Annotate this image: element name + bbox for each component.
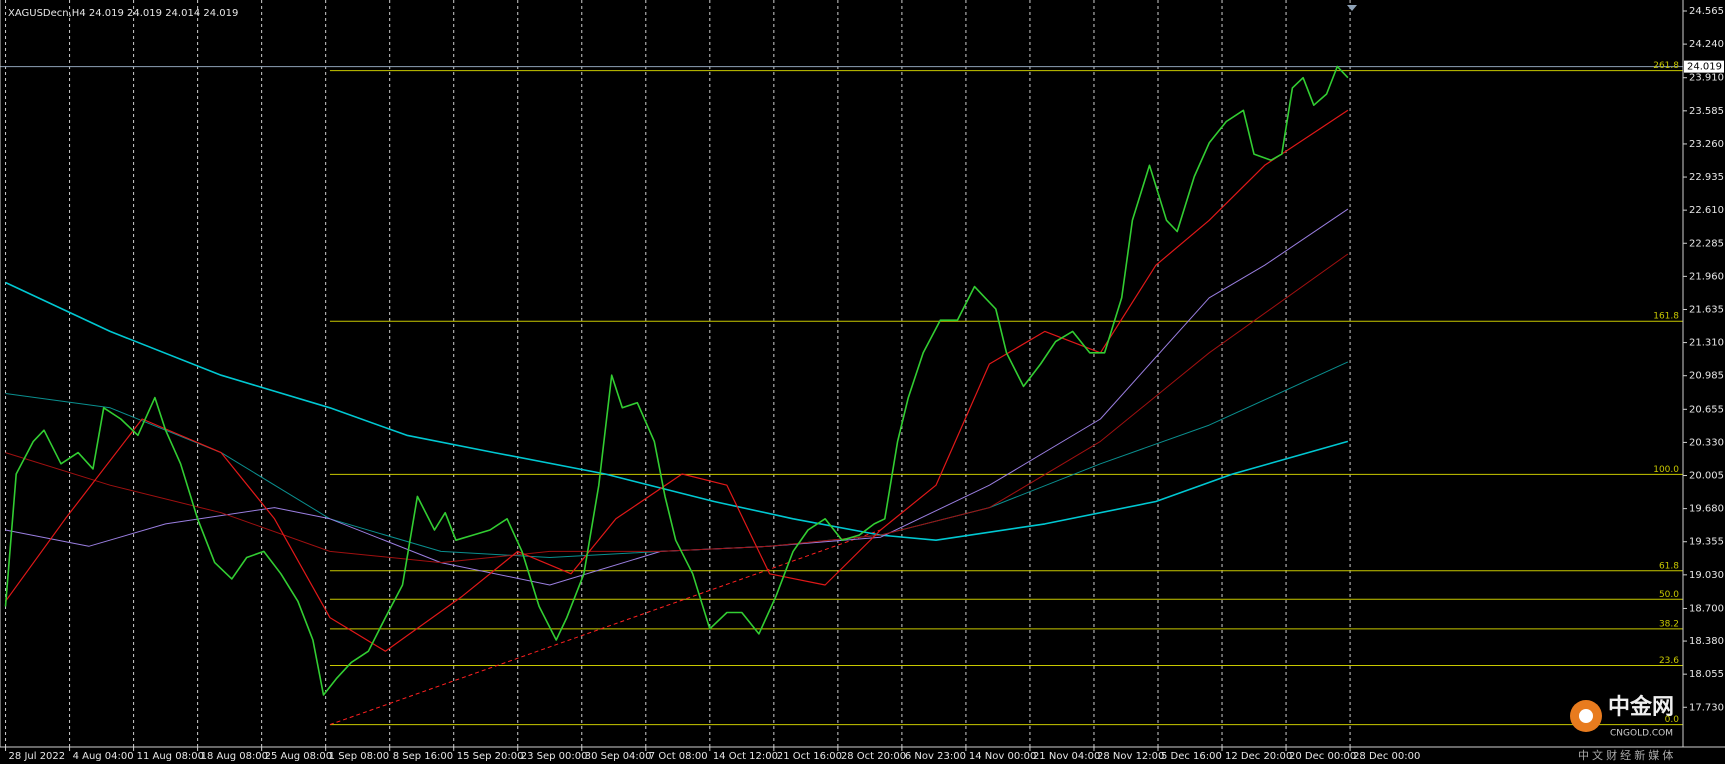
y-tick-label: 17.730 (1689, 702, 1724, 713)
y-tick-label: 22.610 (1689, 205, 1724, 216)
x-tick-label: 7 Oct 08:00 (649, 751, 708, 762)
x-tick-label: 1 Sep 08:00 (329, 751, 389, 762)
fib-label: 100.0 (1653, 465, 1679, 475)
grid-layer (0, 0, 1683, 747)
y-tick-label: 18.055 (1689, 669, 1724, 680)
logo-inner (1579, 709, 1593, 723)
fib-label: 23.6 (1659, 656, 1679, 666)
y-tick-label: 18.380 (1689, 636, 1724, 647)
y-tick-label: 19.680 (1689, 504, 1724, 515)
price-series (4, 65, 1349, 696)
x-tick-label: 12 Dec 20:00 (1225, 751, 1292, 762)
y-tick-label: 21.310 (1689, 338, 1724, 349)
watermark-site: CNGOLD.COM (1610, 729, 1673, 739)
y-tick-label: 23.910 (1689, 73, 1724, 84)
y-tick-label: 20.330 (1689, 437, 1724, 448)
x-tick-label: 28 Nov 12:00 (1097, 751, 1164, 762)
plot-layer (4, 65, 1349, 726)
x-tick-label: 28 Dec 00:00 (1353, 751, 1420, 762)
y-tick-label: 20.005 (1689, 471, 1724, 482)
x-tick-label: 15 Sep 20:00 (457, 751, 524, 762)
x-tick-label: 25 Aug 08:00 (265, 751, 332, 762)
watermark-slogan: 中 文 财 经 新 媒 体 (1578, 748, 1673, 762)
fib-label: 0.0 (1665, 715, 1680, 725)
chart-title: XAGUSDecn,H4 24.019 24.019 24.014 24.019 (8, 8, 238, 19)
x-tick-label: 11 Aug 08:00 (137, 751, 204, 762)
x-tick-label: 30 Sep 04:00 (585, 751, 652, 762)
fib-label: 161.8 (1653, 312, 1679, 322)
x-tick-label: 4 Aug 04:00 (73, 751, 134, 762)
watermark: 中金网 CNGOLD.COM 中 文 财 经 新 媒 体 (1570, 694, 1674, 762)
y-tick-label: 23.585 (1689, 106, 1724, 117)
price-series (5, 281, 1349, 541)
x-tick-label: 8 Sep 16:00 (393, 751, 453, 762)
x-tick-label: 21 Oct 16:00 (777, 751, 842, 762)
y-tick-label: 22.935 (1689, 172, 1724, 183)
y-tick-label: 19.355 (1689, 537, 1724, 548)
y-tick-label: 24.240 (1689, 39, 1724, 50)
price-label: 24.019 (1687, 62, 1722, 73)
fib-label: 38.2 (1659, 619, 1679, 629)
y-tick-label: 22.285 (1689, 238, 1724, 249)
x-tick-label: 23 Sep 00:00 (521, 751, 588, 762)
x-tick-label: 14 Oct 12:00 (713, 751, 778, 762)
shift-marker (1347, 5, 1357, 11)
watermark-name: 中金网 (1608, 694, 1674, 719)
y-tick-label: 21.960 (1689, 271, 1724, 282)
x-tick-label: 5 Dec 16:00 (1161, 751, 1222, 762)
x-tick-label: 6 Nov 23:00 (905, 751, 966, 762)
price-series (5, 253, 1349, 564)
y-tick-label: 23.260 (1689, 139, 1724, 150)
price-label-box (1684, 60, 1724, 73)
x-tick-label: 28 Oct 20:00 (841, 751, 906, 762)
y-tick-label: 21.635 (1689, 304, 1724, 315)
y-tick-label: 20.985 (1689, 371, 1724, 382)
x-tick-label: 21 Nov 04:00 (1033, 751, 1100, 762)
fib-label: 61.8 (1659, 561, 1679, 571)
x-tick-label: 18 Aug 08:00 (201, 751, 268, 762)
y-tick-label: 24.565 (1689, 6, 1724, 17)
y-tick-label: 19.030 (1689, 570, 1724, 581)
y-tick-label: 18.700 (1689, 603, 1724, 614)
x-tick-label: 20 Dec 00:00 (1289, 751, 1356, 762)
fib-label: 261.8 (1653, 61, 1679, 71)
x-tick-label: 28 Jul 2022 (9, 751, 66, 762)
x-tick-label: 14 Nov 00:00 (969, 751, 1036, 762)
fib-label: 50.0 (1659, 590, 1679, 600)
y-tick-label: 20.655 (1689, 404, 1724, 415)
